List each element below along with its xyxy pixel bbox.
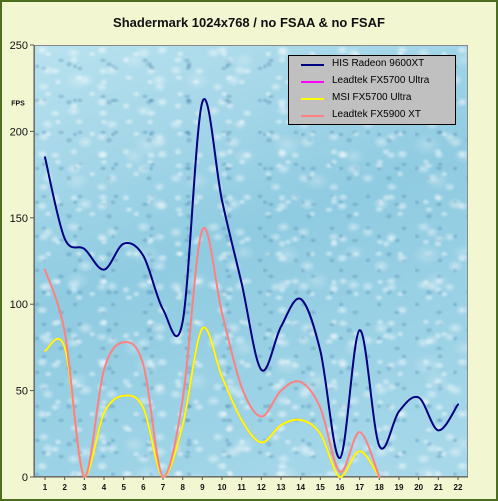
legend-swatch xyxy=(301,81,324,83)
y-axis-label: FPS xyxy=(11,100,25,107)
x-tick-label: 10 xyxy=(218,483,227,492)
x-tick-label: 11 xyxy=(237,483,246,492)
x-tick-label: 5 xyxy=(121,483,126,492)
legend: HIS Radeon 9600XT Leadtek FX5700 Ultra MSI… xyxy=(288,55,456,125)
series-line-his-radeon-9600xt xyxy=(44,98,459,460)
legend-item: Leadtek FX5700 Ultra xyxy=(289,73,457,90)
y-tick-label: 200 xyxy=(10,126,28,138)
x-tick-label: 19 xyxy=(395,483,404,492)
x-tick-label: 7 xyxy=(161,483,166,492)
x-tick-label: 20 xyxy=(414,483,423,492)
x-tick-label: 12 xyxy=(257,483,266,492)
x-tick-label: 15 xyxy=(316,483,325,492)
y-tick-label: 250 xyxy=(10,40,28,52)
legend-item: HIS Radeon 9600XT xyxy=(289,56,457,73)
x-tick-label: 9 xyxy=(200,483,205,492)
y-tick-label: 0 xyxy=(22,472,28,484)
y-tick-label: 50 xyxy=(16,386,28,398)
legend-label: Leadtek FX5700 Ultra xyxy=(332,75,430,86)
legend-item: Leadtek FX5900 XT xyxy=(289,107,457,124)
x-tick-label: 1 xyxy=(43,483,48,492)
x-tick-label: 6 xyxy=(141,483,146,492)
series-line-leadtek-fx5900-xt xyxy=(44,226,381,478)
series-line-msi-fx5700-ultra xyxy=(44,326,381,478)
chart-title: Shadermark 1024x768 / no FSAA & no FSAF xyxy=(113,15,385,30)
legend-label: Leadtek FX5900 XT xyxy=(332,109,421,120)
x-tick-label: 3 xyxy=(82,483,87,492)
legend-swatch xyxy=(301,98,324,100)
x-tick-label: 17 xyxy=(355,483,364,492)
legend-swatch xyxy=(301,115,324,117)
legend-label: HIS Radeon 9600XT xyxy=(332,58,425,69)
legend-item: MSI FX5700 Ultra xyxy=(289,90,457,107)
legend-label: MSI FX5700 Ultra xyxy=(332,92,412,103)
x-tick-label: 14 xyxy=(296,483,305,492)
legend-swatch xyxy=(301,64,324,66)
x-tick-label: 18 xyxy=(375,483,384,492)
x-tick-label: 13 xyxy=(277,483,286,492)
x-tick-label: 22 xyxy=(454,483,463,492)
x-tick-label: 8 xyxy=(180,483,185,492)
x-tick-label: 2 xyxy=(62,483,67,492)
x-tick-label: 16 xyxy=(336,483,345,492)
x-tick-label: 21 xyxy=(434,483,443,492)
series-lines xyxy=(44,98,459,478)
y-tick-label: 100 xyxy=(10,299,28,311)
y-tick-label: 150 xyxy=(10,213,28,225)
x-tick-label: 4 xyxy=(102,483,107,492)
